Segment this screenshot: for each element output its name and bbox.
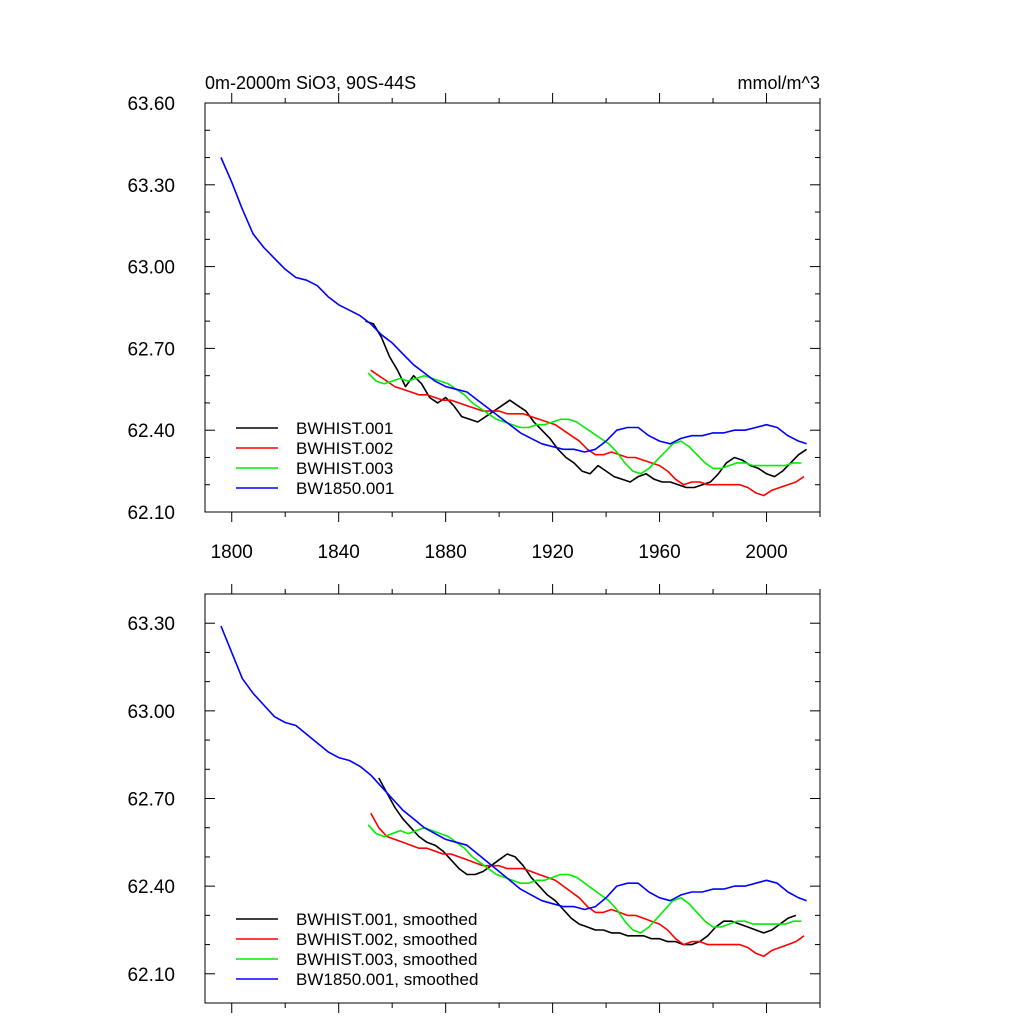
x-tick-label: 1920 <box>531 542 573 563</box>
x-tick-label: 1800 <box>211 542 253 563</box>
legend-label: BW1850.001 <box>296 479 394 498</box>
series-line-1 <box>378 777 797 946</box>
legend-label: BWHIST.002, smoothed <box>296 930 477 949</box>
y-tick-label: 63.30 <box>127 176 175 197</box>
legend-label: BWHIST.001 <box>296 419 393 438</box>
top-panel: 0m-2000m SiO3, 90S-44S mmol/m^3 62.10 62.40… <box>127 73 821 563</box>
y-tick-label: 63.00 <box>127 258 175 279</box>
legend-label: BWHIST.003 <box>296 459 393 478</box>
x-tick-label: 1960 <box>638 542 680 563</box>
series-line-2 <box>370 369 805 497</box>
y-tick-label: 63.60 <box>127 94 175 115</box>
y-tick-label: 62.40 <box>127 421 175 442</box>
y-tick-label: 62.10 <box>127 965 175 986</box>
series-line-4 <box>220 157 807 453</box>
plot-frame <box>204 102 821 513</box>
x-tick-label: 1880 <box>425 542 467 563</box>
y-tick-label: 62.40 <box>127 877 175 898</box>
series-line-2 <box>370 812 805 958</box>
series-line-4 <box>220 625 807 911</box>
legend-label: BW1850.001, smoothed <box>296 970 478 989</box>
chart-title: 0m-2000m SiO3, 90S-44S <box>205 73 416 93</box>
bottom-panel: 62.10 62.40 62.70 63.00 63.30 BWHIST.001, smo… <box>127 584 821 1013</box>
x-tick-label: 1840 <box>318 542 360 563</box>
y-tick-label: 63.00 <box>127 702 175 723</box>
chart-units: mmol/m^3 <box>738 73 820 93</box>
legend-label: BWHIST.001, smoothed <box>296 910 477 929</box>
y-tick-label: 62.70 <box>127 339 175 360</box>
series-line-3 <box>367 824 802 934</box>
x-tick-label: 2000 <box>745 542 787 563</box>
series-line-3 <box>367 372 802 475</box>
legend-label: BWHIST.003, smoothed <box>296 950 477 969</box>
series-line-1 <box>365 320 808 489</box>
y-tick-label: 62.10 <box>127 503 175 524</box>
y-tick-label: 63.30 <box>127 614 175 635</box>
legend-label: BWHIST.002 <box>296 439 393 458</box>
y-tick-label: 62.70 <box>127 790 175 811</box>
